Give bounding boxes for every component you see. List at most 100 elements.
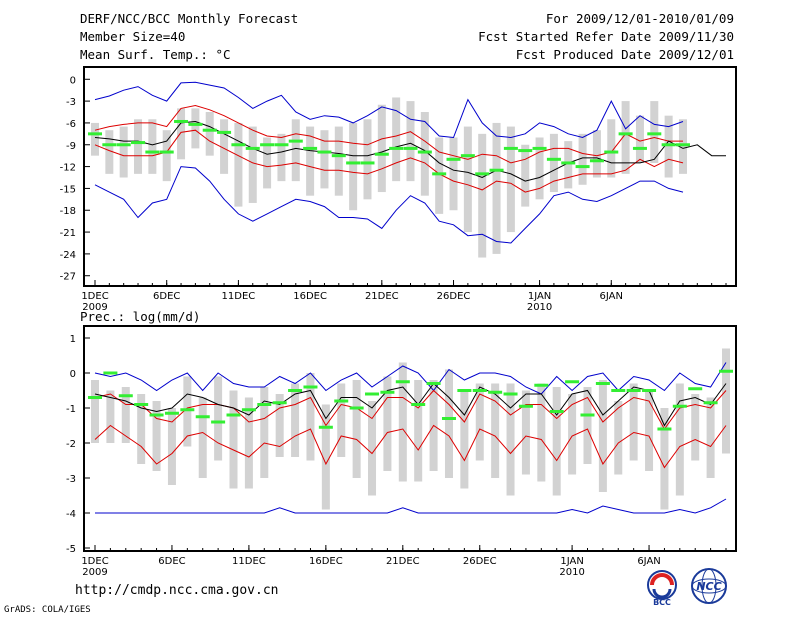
- panel1-x-tick-label: 16DEC: [293, 291, 327, 302]
- panel2-ensemble-box: [706, 397, 715, 478]
- panel1-median-marker: [231, 143, 246, 147]
- panel2-ensemble-box: [660, 408, 669, 510]
- ncc-logo-text: NCC: [696, 580, 721, 593]
- panel2-median-marker: [503, 392, 518, 396]
- panel1-median-marker: [174, 119, 189, 123]
- panel2-median-marker: [118, 394, 133, 398]
- panel2-median-marker: [88, 396, 102, 399]
- panel1-ensemble-box: [492, 122, 501, 254]
- panel2-ensemble-box: [552, 387, 561, 496]
- panel1-ensemble-box: [334, 126, 343, 196]
- panel2-x-tick-label: 16DEC: [309, 556, 343, 567]
- panel2-ensemble-box: [137, 394, 146, 464]
- panel1-ensemble-box: [478, 133, 487, 258]
- panel2-median-marker: [395, 380, 410, 384]
- panel1-ensemble-box: [234, 122, 243, 207]
- panel1-y-tick-label: -3: [66, 97, 76, 108]
- panel2-ensemble-box: [506, 383, 515, 496]
- panel2-median-marker: [611, 389, 626, 392]
- panel2-median-marker: [411, 403, 426, 406]
- panel1-x-tick-year-label: 2009: [82, 302, 107, 313]
- panel1-ensemble-box: [621, 101, 630, 174]
- ncc-logo: NCC: [691, 568, 727, 604]
- panel2-ensemble-box: [337, 383, 346, 457]
- panel2-ensemble-box: [645, 390, 654, 471]
- panel1-median-marker: [260, 143, 275, 147]
- panel2-ensemble-box: [583, 387, 592, 464]
- panel1-median-marker: [346, 161, 361, 165]
- panel2-mean-line: [94, 382, 727, 427]
- panel2-median-marker: [272, 401, 287, 405]
- panel2-ensemble-box: [722, 348, 730, 454]
- panel2-median-marker: [226, 413, 241, 417]
- panel2-x-tick-label: 11DEC: [232, 556, 266, 567]
- panel2-max-line: [94, 362, 727, 395]
- panel2-ensemble-box: [321, 404, 330, 510]
- grads-credit: GrADS: COLA/IGES: [4, 605, 91, 615]
- panel1-median-marker: [518, 149, 533, 153]
- panel1-ensemble-box: [105, 130, 114, 174]
- panel1-x-tick-label: 6JAN: [600, 291, 623, 302]
- panel2-ensemble-box: [275, 394, 284, 457]
- panel2-median-marker: [534, 383, 549, 387]
- panel2-ensemble-box: [491, 383, 500, 478]
- panel1-y-tick-label: -9: [66, 141, 76, 152]
- panel2-ensemble-box: [691, 394, 700, 461]
- panel2-median-marker: [365, 392, 380, 396]
- panel1-median-marker: [475, 172, 490, 176]
- panel1-min-line: [94, 166, 684, 244]
- panel1-median-marker: [647, 132, 662, 136]
- panel2-plot-frame: [83, 325, 737, 552]
- panel2-ensemble-box: [229, 390, 238, 489]
- panel2-ensemble-box: [675, 383, 684, 496]
- panel2-ensemble-box: [368, 401, 377, 496]
- panel2-ensemble-box: [614, 401, 623, 475]
- panel2-median-marker: [441, 417, 456, 420]
- panel2-median-marker: [426, 382, 441, 385]
- panel2-ensemble-box: [629, 383, 638, 461]
- panel2-median-marker: [195, 415, 210, 419]
- panel2-ensemble-box: [167, 408, 176, 485]
- panel1-x-tick-year-label: 2010: [527, 302, 552, 313]
- panel1-spread-lower-line: [94, 129, 684, 193]
- panel2-median-marker: [488, 390, 503, 394]
- panel1-ensemble-box: [564, 141, 573, 189]
- panel1-median-marker: [374, 152, 389, 156]
- panel2-ensemble-box: [291, 383, 300, 457]
- panel1-median-marker: [217, 130, 232, 134]
- panel1-x-tick-label: 1JAN: [528, 291, 551, 302]
- forecast-produced-date: Fcst Produced Date 2009/12/01: [515, 47, 734, 62]
- panel1-ensemble-box: [306, 126, 315, 196]
- panel1-median-marker: [116, 143, 131, 147]
- panel2-x-tick-year-label: 2009: [82, 567, 107, 578]
- source-url[interactable]: http://cmdp.ncc.cma.gov.cn: [75, 583, 279, 598]
- panel2-median-marker: [657, 427, 672, 431]
- panel2-median-marker: [380, 390, 395, 394]
- panel1-median-marker: [288, 139, 303, 143]
- panel2-y-tick-label: 1: [70, 334, 76, 345]
- panel2-ensemble-box: [383, 376, 392, 471]
- panel2-median-marker: [626, 389, 641, 392]
- panel1-median-marker: [561, 161, 576, 165]
- panel2-median-marker: [703, 401, 718, 405]
- panel1-median-marker: [102, 143, 117, 147]
- panel1-ensemble-box: [320, 130, 329, 189]
- panel2-x-tick-label: 6JAN: [637, 556, 660, 567]
- panel1-median-marker: [604, 150, 619, 154]
- panel1-ensemble-box: [220, 119, 229, 174]
- panel1-y-tick-label: -6: [66, 119, 76, 130]
- panel2-median-marker: [580, 413, 595, 417]
- variable-label: Mean Surf. Temp.: °C: [80, 47, 231, 62]
- panel2-ensemble-box: [521, 390, 530, 475]
- panel2-ensemble-box: [444, 369, 453, 478]
- panel1-y-tick-label: -12: [60, 163, 76, 174]
- panel2-spread-upper-line: [94, 389, 727, 430]
- panel1-median-marker: [589, 159, 604, 163]
- panel1-ensemble-box: [148, 119, 157, 174]
- panel2-y-tick-label: -1: [66, 404, 76, 415]
- panel1-ensemble-box: [177, 108, 186, 160]
- panel2-x-tick-year-label: 2010: [559, 567, 584, 578]
- panel1-ensemble-box: [592, 130, 601, 178]
- panel2-ensemble-box: [121, 387, 130, 443]
